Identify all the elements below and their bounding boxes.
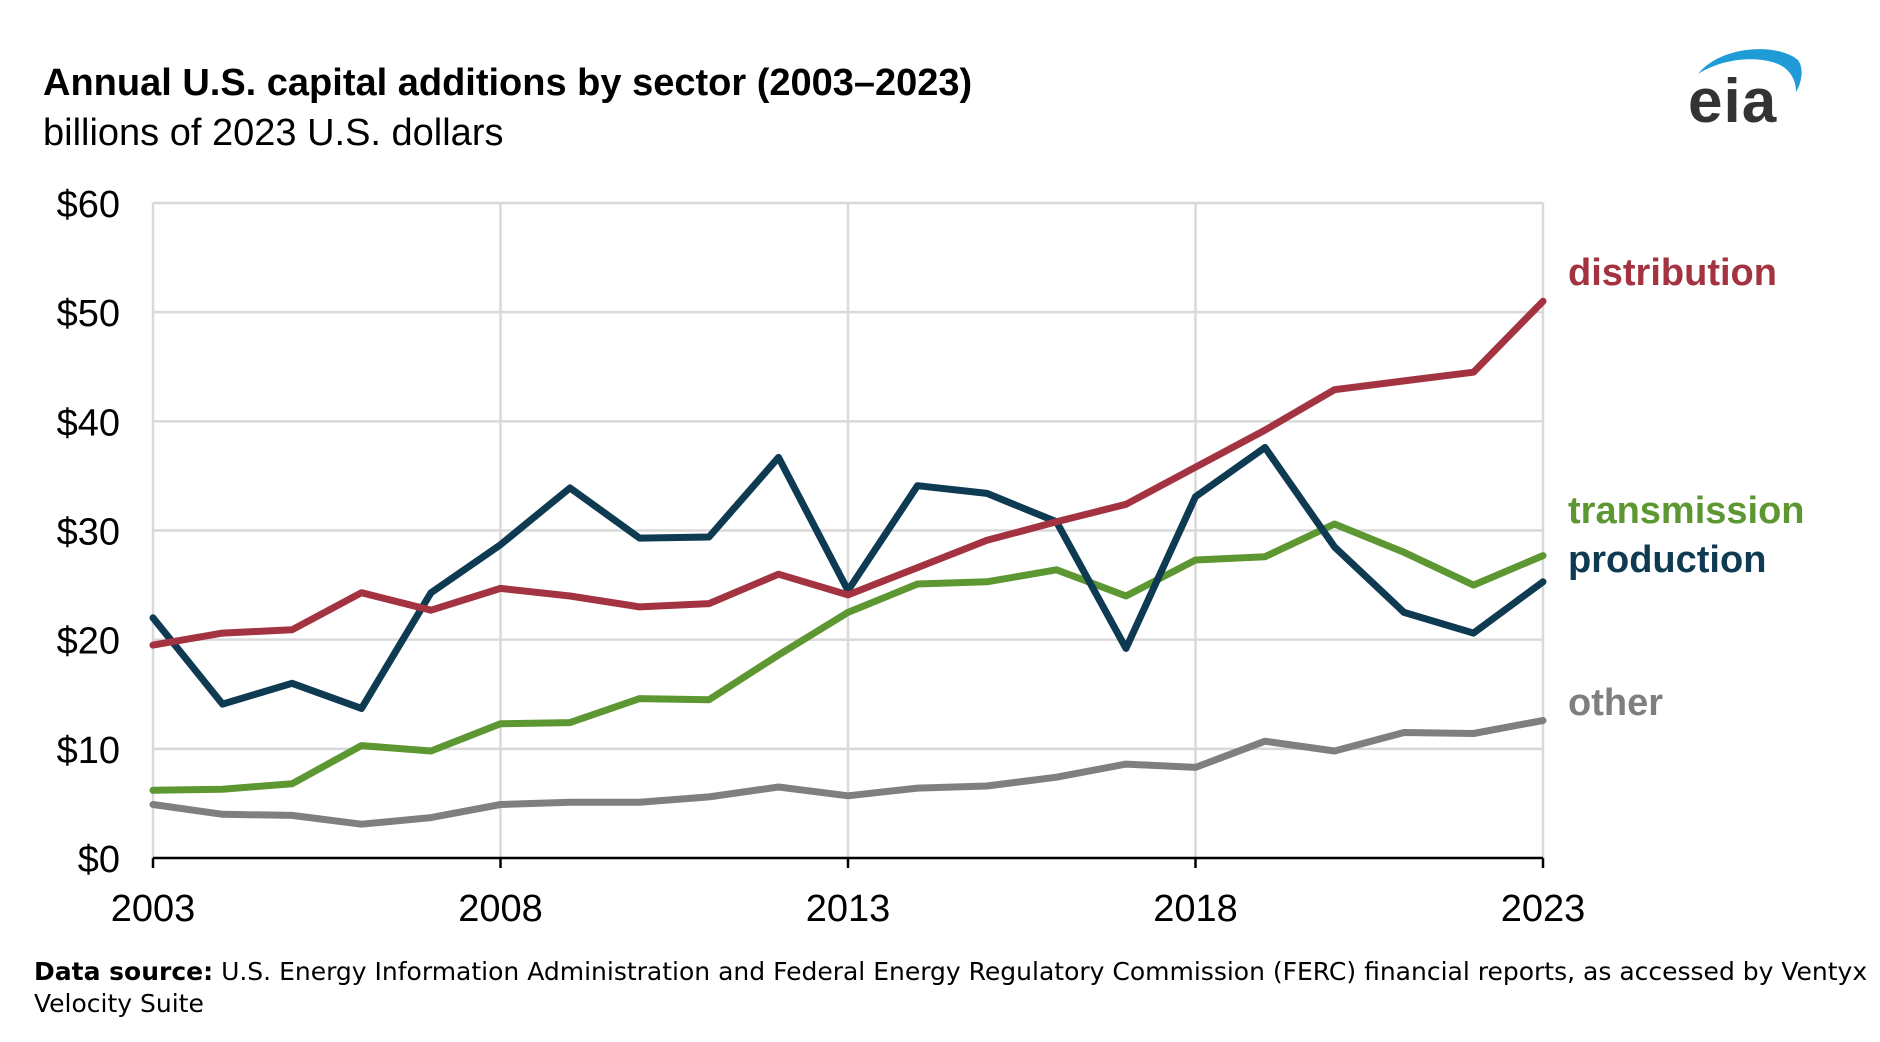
y-tick-label: $40: [57, 402, 120, 444]
x-tick-label: 2003: [111, 888, 196, 930]
x-tick-label: 2013: [806, 888, 891, 930]
chart-grid: [153, 201, 1545, 858]
data-source-text: U.S. Energy Information Administration a…: [34, 957, 1868, 1018]
chart-title: Annual U.S. capital additions by sector …: [43, 62, 973, 104]
series-label-transmission: transmission: [1568, 490, 1805, 532]
eia-logo: eia: [1680, 40, 1820, 140]
x-tick-label: 2008: [458, 888, 543, 930]
chart-subtitle: billions of 2023 U.S. dollars: [43, 112, 504, 154]
chart-series: [149, 297, 1547, 828]
y-tick-label: $30: [57, 512, 120, 554]
series-label-distribution: distribution: [1568, 252, 1777, 294]
y-tick-label: $60: [57, 184, 120, 226]
y-tick-label: $50: [57, 293, 120, 335]
y-tick-label: $10: [57, 730, 120, 772]
data-source-label: Data source:: [34, 957, 214, 986]
y-tick-label: $20: [57, 621, 120, 663]
series-line-distribution: [149, 297, 1547, 649]
series-line-production: [149, 444, 1547, 712]
eia-logo-arc: [1698, 49, 1802, 92]
chart-axes: $0 $10 $20 $30 $40 $50 $60 2003 2008 2013 2018 2023: [57, 184, 1586, 930]
series-label-production: production: [1568, 539, 1766, 581]
x-tick-label: 2023: [1501, 888, 1586, 930]
eia-logo-text: eia: [1688, 67, 1778, 136]
series-line-other: [149, 717, 1547, 828]
x-tick-label: 2018: [1153, 888, 1238, 930]
series-label-other: other: [1568, 682, 1663, 724]
series-line-transmission: [149, 520, 1547, 794]
y-tick-label: $0: [78, 839, 120, 881]
chart-series-labels: other transmission production distribution: [1568, 252, 1805, 724]
data-source-note: Data source: U.S. Energy Information Adm…: [34, 956, 1874, 1020]
